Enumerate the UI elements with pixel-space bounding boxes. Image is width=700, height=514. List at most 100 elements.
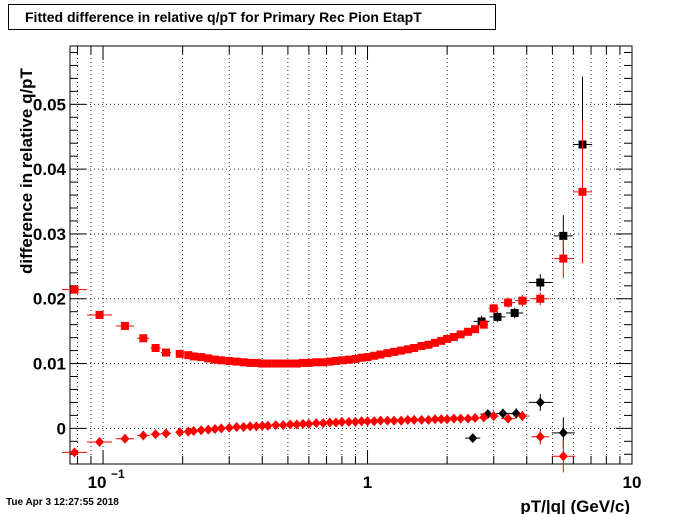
data-point-square [325, 357, 334, 366]
data-point-square [70, 285, 79, 294]
data-point-square [431, 338, 440, 347]
data-point-square [304, 358, 313, 367]
data-point-square [225, 356, 234, 365]
data-point-square [504, 298, 513, 307]
data-point-diamond [203, 424, 213, 435]
data-point-diamond [120, 433, 130, 444]
data-point-diamond [311, 418, 321, 429]
data-point-square [151, 343, 160, 352]
y-tick-label: 0.05 [33, 95, 66, 114]
series-0 [473, 76, 593, 328]
data-point-diamond [417, 414, 427, 425]
data-point-square [493, 312, 502, 321]
data-point-square [383, 349, 392, 358]
data-point-diamond [239, 422, 249, 433]
data-point-diamond [183, 426, 193, 437]
y-tick-label: 0.03 [33, 225, 66, 244]
data-point-diamond [196, 425, 206, 436]
data-point-square [239, 358, 248, 367]
x-axis-label: pT/|q| (GeV/c) [520, 497, 630, 514]
x-tick-label: 10 [623, 473, 642, 492]
data-point-square [370, 351, 379, 360]
data-point-square [479, 320, 488, 329]
data-point-diamond [325, 417, 335, 428]
x-tick-label-exponent: −1 [111, 467, 125, 481]
data-point-square [189, 352, 198, 361]
data-point-diamond [409, 414, 419, 425]
series-2 [61, 120, 593, 368]
data-point-square [559, 231, 568, 240]
data-point-square [510, 309, 519, 318]
data-point-diamond [383, 415, 393, 426]
data-point-diamond [442, 414, 452, 425]
data-point-diamond [558, 451, 568, 462]
data-point-square [139, 334, 148, 343]
data-point-diamond [224, 422, 234, 433]
data-point-diamond [535, 397, 545, 408]
data-point-diamond [271, 420, 281, 431]
plot-frame [69, 45, 633, 465]
data-point-square [246, 358, 255, 367]
data-point-diamond [216, 423, 226, 434]
data-point-square [319, 358, 328, 367]
data-point-diamond [95, 436, 105, 447]
y-tick-label: 0.02 [33, 290, 66, 309]
data-point-square [443, 334, 452, 343]
data-point-diamond [331, 417, 341, 428]
data-point-diamond [344, 416, 354, 427]
data-point-diamond [396, 415, 406, 426]
data-point-diamond [376, 415, 386, 426]
data-point-square [210, 355, 219, 364]
data-point-square [471, 325, 480, 334]
x-tick-label: 1 [363, 473, 372, 492]
data-point-diamond [403, 414, 413, 425]
data-point-diamond [503, 413, 513, 424]
data-point-diamond [161, 428, 171, 439]
data-point-diamond [245, 421, 255, 432]
y-tick-label: 0 [57, 419, 66, 438]
grid [70, 46, 633, 464]
data-point-diamond [70, 447, 80, 458]
data-point-square [337, 356, 346, 365]
data-point-diamond [350, 416, 360, 427]
data-point-square [279, 359, 288, 368]
data-point-diamond [151, 429, 161, 440]
data-point-square [286, 359, 295, 368]
data-point-square [363, 353, 372, 362]
data-point-square [197, 353, 206, 362]
data-point-square [162, 348, 171, 357]
chart-title: Fitted difference in relative q/pT for P… [8, 4, 496, 30]
data-point-square [258, 359, 267, 368]
data-point-diamond [232, 422, 242, 433]
data-point-diamond [298, 418, 308, 429]
y-tick-label: 0.01 [33, 355, 66, 374]
data-point-square [331, 356, 340, 365]
data-point-square [351, 355, 360, 364]
series-3 [61, 410, 575, 473]
data-point-diamond [535, 431, 545, 442]
data-point-diamond [175, 427, 185, 438]
data-point-square [376, 350, 385, 359]
data-point-diamond [138, 430, 148, 441]
series-1 [465, 394, 575, 449]
data-point-diamond [517, 411, 527, 422]
data-marks [61, 76, 593, 473]
data-point-diamond [189, 425, 199, 436]
data-point-diamond [430, 414, 440, 425]
data-point-diamond [449, 413, 459, 424]
data-point-square [252, 358, 261, 367]
data-point-square [217, 356, 226, 365]
data-point-square [424, 340, 433, 349]
data-point-diamond [251, 421, 261, 432]
data-point-square [184, 351, 193, 360]
data-point-diamond [463, 413, 473, 424]
y-axis-label: difference in relative q/pT [17, 67, 36, 274]
data-point-square [518, 296, 527, 305]
data-point-square [263, 359, 272, 368]
data-point-square [271, 359, 280, 368]
data-point-diamond [389, 415, 399, 426]
data-point-diamond [489, 411, 499, 422]
data-point-diamond [558, 427, 568, 438]
data-point-diamond [357, 416, 367, 427]
